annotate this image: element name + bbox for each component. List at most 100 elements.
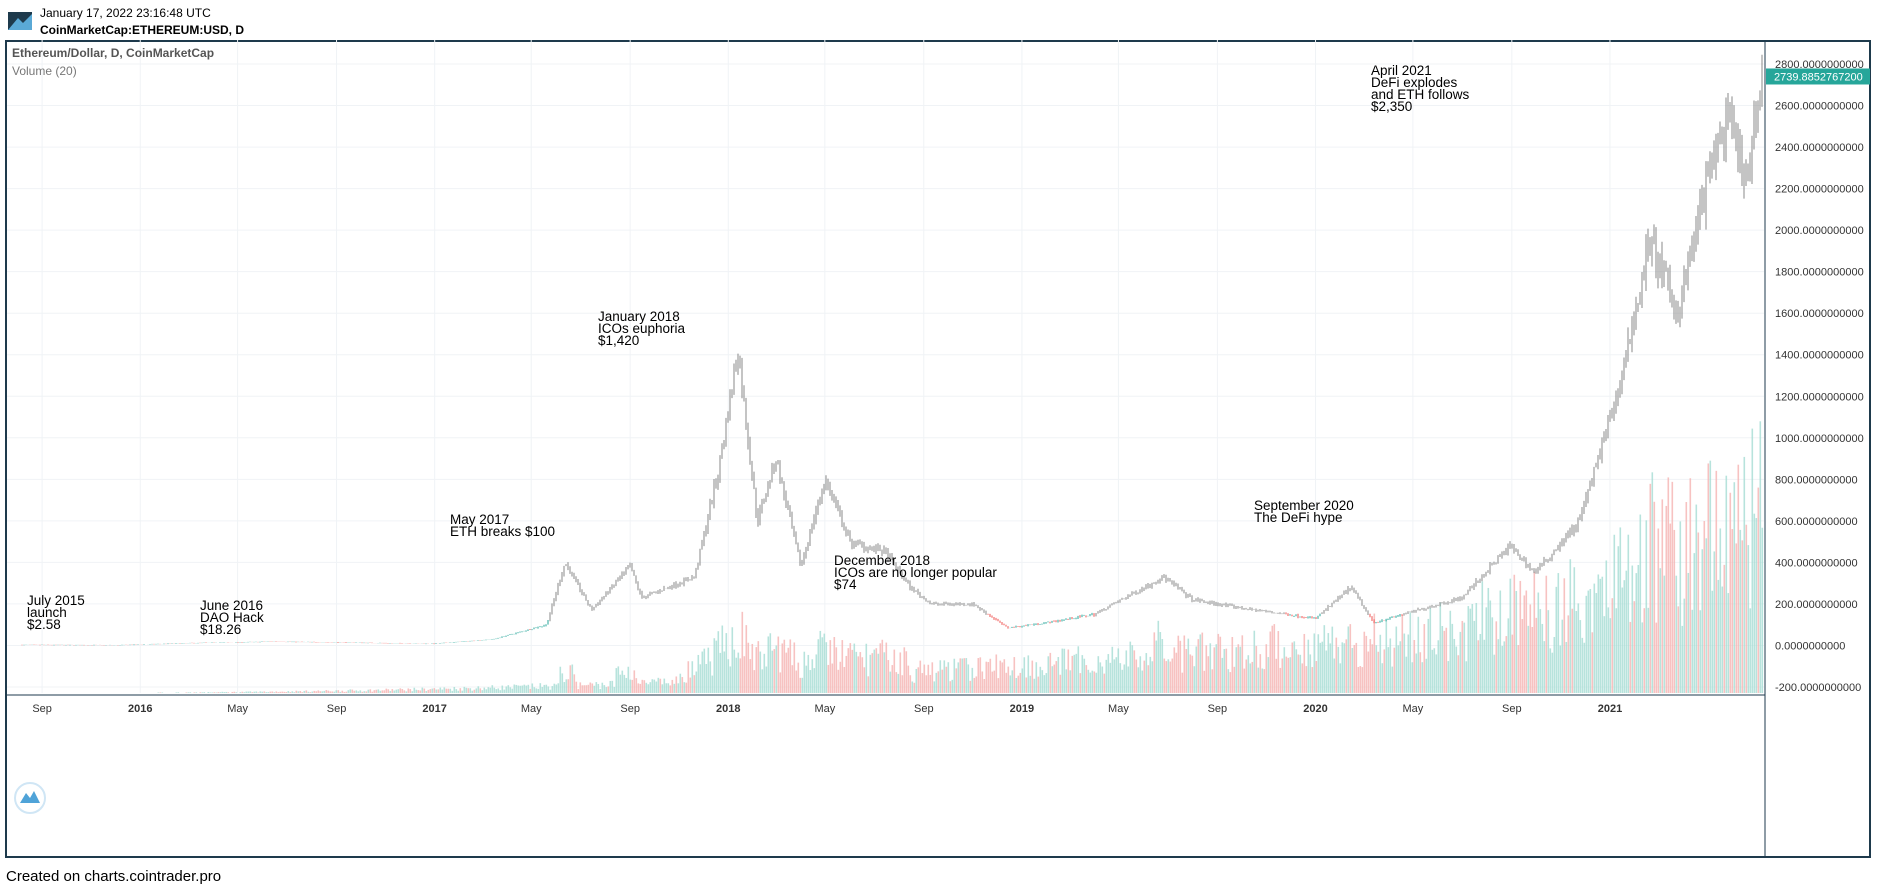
volume-bar [575,681,578,693]
volume-bar [275,691,278,693]
volume-bar [1171,658,1174,693]
annotation-line: May 2017 [450,512,509,527]
volume-bar [1365,635,1368,693]
volume-bar [285,691,288,693]
volume-bar [579,682,582,693]
volume-bar [533,687,536,693]
annotation-line: $1,420 [598,333,639,348]
volume-bar [1033,678,1036,693]
volume-bar [1515,591,1518,693]
volume-bar [731,627,734,693]
volume-bar [1491,617,1494,693]
volume-bar [911,681,914,693]
volume-bar [1439,602,1442,693]
volume-bar [897,673,900,693]
volume-bar [497,688,500,693]
symbol-label: CoinMarketCap:ETHEREUM:USD, D [40,23,245,37]
volume-bar [1055,661,1058,693]
volume-bar [383,690,386,693]
volume-bar [449,688,452,693]
volume-bar [1301,663,1304,693]
footer-credit: Created on charts.cointrader.pro [6,868,222,885]
volume-bar [373,690,376,693]
legend-title: Ethereum/Dollar, D, CoinMarketCap [12,46,214,60]
volume-bar [797,662,800,693]
volume-bar [667,683,670,693]
volume-bar [887,660,890,693]
volume-bar [1109,662,1112,693]
volume-bar [929,674,932,693]
volume-bar [1153,632,1156,693]
annotation-line: ICOs euphoria [598,321,686,336]
volume-bar [175,692,178,693]
volume-bar [409,689,412,693]
volume-bar [899,652,902,693]
volume-bar [349,689,352,693]
volume-bar [787,647,790,693]
volume-bar [729,666,732,693]
volume-bar [425,690,428,693]
volume-bar [1477,640,1480,693]
volume-bar [291,691,294,693]
volume-bar [1555,586,1558,693]
volume-bar [283,691,286,693]
volume-bar [381,690,384,693]
chart-frame [5,40,1871,858]
volume-bar [419,690,422,693]
y-tick-label: 200.0000000000 [1775,599,1858,611]
volume-bar [481,690,484,693]
volume-bar [821,637,824,693]
volume-bar [525,685,528,693]
volume-bar [329,691,332,693]
volume-bar [331,691,334,693]
volume-bar [1563,578,1566,693]
y-tick-label: 1600.0000000000 [1775,308,1864,320]
volume-bar [883,652,886,693]
annotation-line: $18.26 [200,622,241,637]
volume-bar [417,690,420,693]
volume-bar [725,633,728,693]
volume-bar [1481,581,1484,693]
volume-bar [687,661,690,693]
volume-bar [1279,667,1282,693]
volume-bar [1201,632,1204,693]
volume-bar [789,639,792,693]
volume-bar [987,662,990,693]
volume-bar [737,652,740,693]
volume-bar [805,665,808,693]
volume-bar [569,665,572,693]
volume-bar [315,691,318,693]
volume-bar [1433,648,1436,693]
volume-bar [1003,659,1006,693]
volume-bar [613,686,616,693]
volume-bar [1259,654,1262,693]
x-tick-label: 2017 [422,703,446,715]
volume-bar [689,677,692,693]
x-tick-label: Sep [914,703,934,715]
volume-bar [1575,611,1578,693]
volume-bar [1249,663,1252,693]
volume-bar [1335,637,1338,693]
watermark-icon [14,782,46,814]
volume-bar [1127,666,1130,693]
volume-bar [1449,610,1452,693]
volume-bar [1203,670,1206,693]
volume-bar [397,689,400,693]
volume-bar [1541,623,1544,693]
x-tick-label: 2019 [1010,703,1034,715]
volume-bar [1067,649,1070,693]
volume-bar [187,692,190,693]
price-chart[interactable]: 2800.0000000000 2600.0000000000 2400.00000… [5,40,1871,858]
volume-bar [1741,540,1744,693]
volume-bar [1145,653,1148,693]
volume-bar [843,666,846,693]
volume-bar [649,682,652,693]
volume-bar [1743,456,1746,693]
grid [7,40,1764,693]
volume-bar [1435,654,1438,693]
volume-bar [563,682,566,693]
volume-bar [1495,621,1498,693]
volume-bar [1451,623,1454,693]
volume-bar [567,679,570,693]
volume-bar [1591,632,1594,693]
